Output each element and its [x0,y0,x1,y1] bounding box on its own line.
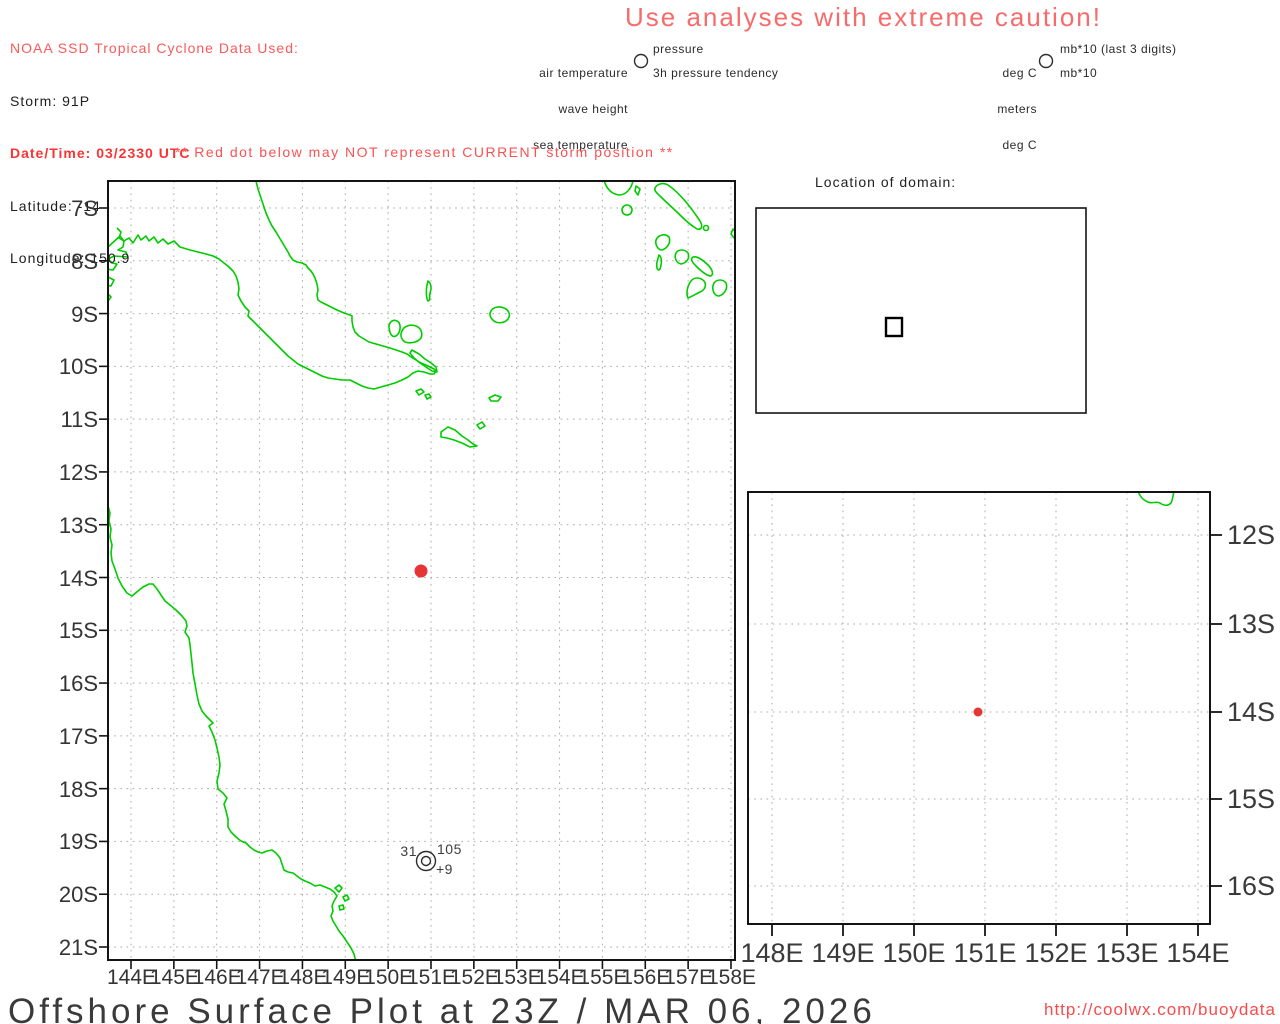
inset-map-title: Location of domain: [815,174,957,190]
main-map-coastlines [108,181,735,960]
main-map-lon-label: 149E [321,966,371,989]
legend-degc-top: deg C [1002,66,1037,80]
main-map-lat-label: 12S [58,459,98,485]
legend-mb10: mb*10 [1060,66,1098,80]
zoom-map-lat-label: 15S [1227,784,1276,814]
main-map-lon-label: 154E [535,966,585,989]
main-map-lat-label: 18S [58,776,98,802]
main-map-lat-label: 21S [58,935,98,960]
footer-plot-title: Offshore Surface Plot at 23Z / MAR 06, 2… [8,992,876,1024]
legend-left-labels: air temperature wave height sea temperat… [428,43,628,175]
legend-mb10-last3: mb*10 (last 3 digits) [1060,42,1177,56]
main-map-lat-label: 10S [58,354,98,380]
station-plot-air-temp: 31 [400,843,417,859]
main-map-lat-label: 9S [71,301,98,327]
footer-source-link[interactable]: http://coolwx.com/buoydata [1043,1000,1276,1019]
zoom-map-lon-label: 148E [740,938,804,968]
main-map-lon-label: 147E [235,966,285,989]
legend-meters: meters [997,102,1037,116]
main-map-lat-label: 15S [58,618,98,644]
storm-position-warning: ** Red dot below may NOT represent CURRE… [175,144,674,160]
main-map-lon-label: 153E [492,966,542,989]
main-map-lat-label: 14S [58,565,98,591]
zoom-map-lon-label: 154E [1166,938,1230,968]
main-map-lon-label: 151E [406,966,457,989]
main-map-lat-label: 11S [60,407,98,433]
cyclone-info-longitude: Longitude: 150.9 [10,250,131,266]
domain-rectangle-icon [884,316,904,338]
main-map-lon-label: 150E [364,966,414,989]
zoom-map-lon-label: 151E [953,938,1017,968]
main-map-lon-label: 155E [578,966,628,989]
main-map-lat-label: 19S [58,829,98,855]
main-map-lat-label: 17S [58,723,98,749]
legend-right-labels: deg C meters deg C [937,43,1037,175]
zoom-map-lon-label: 149E [811,938,875,968]
legend-air-temperature: air temperature [539,66,628,80]
station-plot-tendency: +9 [436,861,453,877]
zoom-map-lat-label: 13S [1227,609,1276,639]
main-map-lat-label: 7S [71,196,98,221]
cyclone-info-source: NOAA SSD Tropical Cyclone Data Used: [10,40,299,56]
zoom-map-lat-label: 14S [1227,697,1276,727]
main-map-lon-label: 152E [449,966,499,989]
legend-sea-temperature: sea temperature [533,138,628,152]
legend-station-circle-icons [633,53,1054,69]
cyclone-info-storm: Storm: 91P [10,92,91,109]
world-map-coastlines [756,210,1086,395]
legend-wave-height: wave height [558,102,628,116]
station-plot-pressure: 105 [437,841,462,857]
zoom-map-lat-label: 12S [1227,520,1276,550]
main-map-lat-label: 13S [58,512,98,538]
main-map-frame [107,180,736,961]
cyclone-info-latitude: Latitude: -14 [10,197,101,214]
zoom-map-lat-label: 16S [1227,871,1276,901]
main-map-lon-label: 156E [621,966,671,989]
zoom-map-lon-label: 150E [882,938,946,968]
zoom-map-lon-label: 153E [1095,938,1159,968]
main-map-lon-label: 157E [664,966,714,989]
main-map-lat-label: 16S [58,671,98,697]
legend-pressure-tendency: 3h pressure tendency [653,66,779,80]
main-map-lon-label: 144E [107,966,157,989]
main-map-lon-label: 145E [149,966,199,989]
zoom-map-coastlines [1137,492,1175,507]
storm-dot-icon [414,564,428,578]
caution-headline: Use analyses with extreme caution! [625,2,1102,32]
zoom-map-lon-label: 152E [1024,938,1088,968]
main-map-lon-label: 148E [278,966,328,989]
cyclone-info-block: NOAA SSD Tropical Cyclone Data Used: Sto… [10,5,299,303]
main-map-lon-label: 146E [192,966,242,989]
zoom-map-frame [747,491,1211,925]
legend-degc-bottom: deg C [1002,138,1037,152]
station-plot-circle-icon [415,850,437,872]
main-map-lat-label: 8S [71,248,98,274]
legend-pressure: pressure [653,42,704,56]
world-map-frame [755,207,1087,414]
cyclone-info-datetime: Date/Time: 03/2330 UTC [10,145,191,161]
main-map-lat-label: 20S [58,882,98,908]
main-map-lon-label: 158E [706,966,757,989]
zoom-storm-dot-icon [973,707,983,717]
